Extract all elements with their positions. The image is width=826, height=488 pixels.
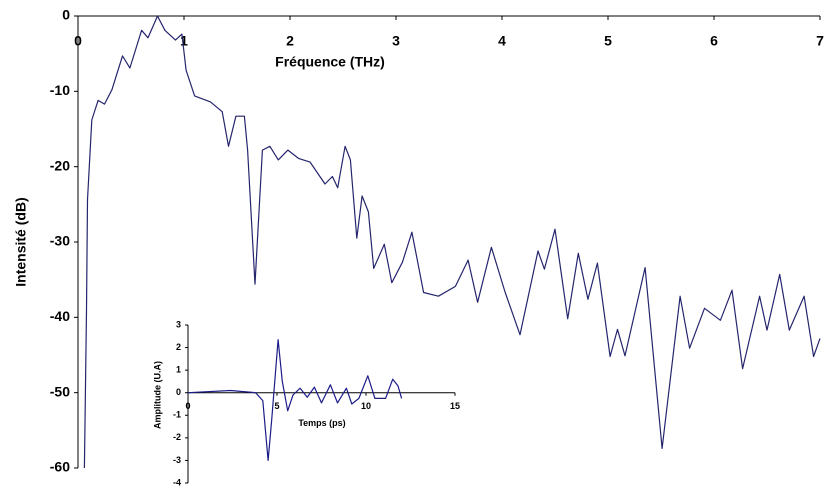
x-tick-label: 5	[604, 33, 612, 49]
y-tick-label: -40	[50, 308, 70, 324]
x-tick-label: 5	[274, 401, 279, 411]
data-line	[83, 15, 821, 469]
x-tick-label: 0	[74, 33, 82, 49]
y-tick-label: -2	[173, 432, 181, 442]
y-tick-label: -50	[50, 383, 70, 399]
y-tick-label: -20	[50, 157, 70, 173]
y-tick-label: -10	[50, 82, 70, 98]
x-tick-label: 3	[392, 33, 400, 49]
x-tick-label: 2	[286, 33, 294, 49]
x-tick-label: 0	[185, 401, 190, 411]
y-tick-label: -1	[173, 410, 181, 420]
data-line	[187, 339, 403, 461]
y-tick-label: 3	[176, 319, 181, 329]
x-tick-label: 10	[361, 401, 371, 411]
y-axis-label: Intensité (dB)	[13, 197, 29, 286]
x-tick-label: 6	[710, 33, 718, 49]
x-axis-label: Fréquence (THz)	[275, 54, 385, 70]
y-tick-label: -3	[173, 455, 181, 465]
x-tick-label: 7	[816, 33, 824, 49]
y-tick-label: -4	[173, 477, 181, 487]
y-axis-label: Amplitude (U.A)	[152, 361, 162, 429]
y-tick-label: -60	[50, 459, 70, 475]
y-tick-label: -30	[50, 233, 70, 249]
y-tick-label: 1	[176, 365, 181, 375]
x-tick-label: 1	[180, 33, 188, 49]
y-tick-label: 0	[62, 7, 70, 23]
x-tick-label: 15	[450, 401, 460, 411]
y-tick-label: 2	[176, 342, 181, 352]
x-tick-label: 4	[498, 33, 506, 49]
x-axis-label: Temps (ps)	[298, 418, 345, 428]
y-tick-label: 0	[176, 387, 181, 397]
